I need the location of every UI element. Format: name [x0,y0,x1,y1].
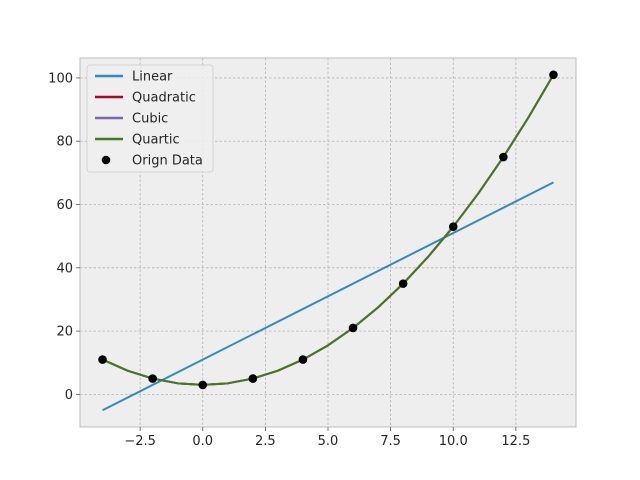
legend-label-cubic: Cubic [132,112,168,127]
data-point [198,380,208,390]
legend: Linear Quadratic Cubic Quartic Orign Data [86,64,214,173]
legend-label-orign-data: Orign Data [132,154,203,169]
legend-label-quadratic: Quadratic [132,91,196,106]
y-tick-label: 100 [48,71,73,86]
x-tick-label: 10.0 [439,434,468,449]
x-tick-label: 5.0 [318,434,339,449]
series-line-quartic [102,74,555,386]
x-axis: −2.5 0.0 2.5 5.0 7.5 10.0 12.5 [124,427,530,449]
x-tick-label: 7.5 [380,434,401,449]
legend-label-linear: Linear [132,70,173,85]
x-tick-label: 0.0 [192,434,213,449]
y-tick-label: 80 [56,135,73,150]
legend-box [86,64,214,173]
data-point [348,323,358,333]
y-tick-label: 60 [56,198,73,213]
data-point [499,152,508,162]
data-points [98,70,558,390]
y-tick-label: 0 [65,388,73,403]
legend-label-quartic: Quartic [132,133,180,148]
data-point [148,374,157,383]
series-lines [102,74,555,412]
y-axis: 0 20 40 60 80 100 [48,71,80,403]
data-point [248,374,258,383]
data-point [398,279,408,288]
data-point [98,355,107,364]
y-tick-label: 40 [56,261,73,276]
data-point [549,70,558,80]
y-tick-label: 20 [56,325,73,340]
data-point [298,355,308,364]
x-tick-label: 2.5 [255,434,276,449]
series-line-linear [102,181,554,412]
legend-swatch-orign-data [101,155,111,165]
data-point [448,222,458,231]
x-tick-label: 12.5 [501,434,530,449]
x-tick-label: −2.5 [124,434,156,449]
